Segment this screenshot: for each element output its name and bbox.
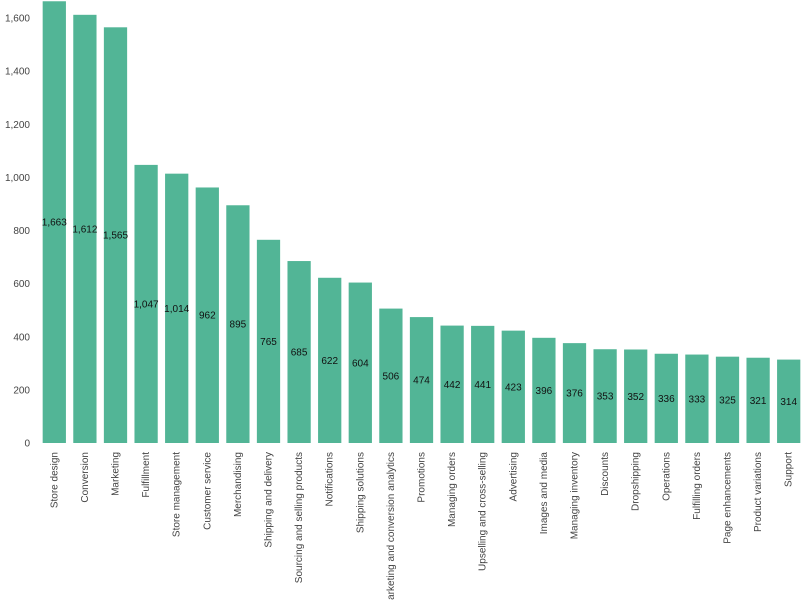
bar-value-label: 506 [383, 371, 400, 382]
bar [409, 317, 434, 443]
bar [685, 354, 709, 443]
y-tick-label: 0 [24, 439, 30, 450]
x-category-label: Store design [49, 452, 60, 508]
y-tick-label: 1,400 [5, 67, 30, 78]
bar-value-label: 1,663 [42, 218, 67, 229]
y-tick-label: 600 [13, 279, 30, 290]
y-tick-label: 200 [13, 385, 30, 396]
x-category-label: Merchandising [233, 452, 244, 517]
x-category-label: Upselling and cross-selling [478, 452, 489, 571]
bar [42, 1, 66, 444]
x-category-label: Managing orders [447, 452, 458, 527]
bar-value-label: 1,612 [72, 224, 97, 235]
bar [471, 325, 495, 443]
bar [256, 239, 281, 443]
bars [42, 1, 801, 444]
x-category-label: Store management [172, 452, 183, 537]
x-category-label: Page enhancements [723, 452, 734, 544]
x-category-label: Fulfilling orders [692, 452, 703, 520]
x-category-label: Conversion [80, 452, 91, 503]
bar [532, 337, 556, 443]
x-category-label: Marketing [111, 452, 122, 496]
bar [501, 330, 525, 443]
bar-value-label: 353 [597, 392, 614, 403]
x-category-label: Fulfillment [141, 452, 152, 498]
bar [318, 277, 342, 443]
bar [134, 164, 158, 443]
bar-value-label: 352 [627, 392, 644, 403]
bar [287, 261, 311, 443]
bar-value-label: 895 [230, 320, 247, 331]
x-category-label: Dropshipping [631, 452, 642, 511]
bar-value-label: 321 [750, 396, 767, 407]
x-category-label: Advertising [508, 452, 519, 501]
x-category-label: Shipping and delivery [264, 452, 275, 548]
bar-value-label: 423 [505, 382, 522, 393]
bar-value-label: 1,047 [134, 299, 159, 310]
bar-value-label: 376 [566, 389, 583, 400]
x-category-label: Notifications [325, 452, 336, 506]
bar [624, 349, 648, 443]
bar-value-label: 622 [321, 356, 338, 367]
x-category-label: Operations [661, 452, 672, 501]
bar-value-label: 314 [780, 397, 797, 408]
bar [379, 308, 403, 443]
y-tick-label: 800 [13, 226, 30, 237]
bar [226, 205, 250, 443]
bar-value-label: 765 [260, 337, 277, 348]
bar [440, 325, 464, 443]
x-category-label: Product variations [753, 452, 764, 532]
y-axis: 0 200 400 600 800 1,000 1,200 1,400 1,600 [5, 14, 30, 450]
x-category-label: Managing inventory [570, 452, 581, 539]
x-category-label: Sourcing and selling products [294, 452, 305, 583]
data-labels: 1,663 1,612 1,565 1,047 1,014 962 895 765 685 622… [42, 218, 798, 408]
bar-value-label: 604 [352, 358, 369, 369]
y-tick-label: 400 [13, 332, 30, 343]
x-category-label: Shipping solutions [355, 452, 366, 533]
bar [562, 343, 587, 444]
bar [103, 27, 128, 444]
bar [195, 187, 219, 443]
x-category-label: Marketing and conversion analytics [386, 452, 397, 600]
bar-value-label: 962 [199, 311, 216, 322]
bar-value-label: 441 [474, 380, 491, 391]
bar [593, 349, 617, 443]
bar [165, 173, 189, 443]
bar-value-label: 685 [291, 348, 308, 359]
x-category-label: Discounts [600, 452, 611, 496]
bar [715, 356, 740, 443]
x-category-label: Support [784, 452, 795, 487]
x-category-label: Promotions [417, 452, 428, 503]
bar [73, 14, 97, 444]
x-category-label: Images and media [539, 452, 550, 535]
bar [746, 357, 770, 443]
y-tick-label: 1,600 [5, 14, 30, 25]
bar-value-label: 325 [719, 395, 736, 406]
bar-value-label: 1,014 [164, 304, 189, 315]
bar [654, 353, 678, 443]
bar [348, 282, 372, 443]
bar-value-label: 396 [536, 386, 553, 397]
y-tick-label: 1,200 [5, 120, 30, 131]
x-category-label: Customer service [202, 452, 213, 530]
bar [777, 359, 801, 443]
bar-value-label: 333 [689, 394, 706, 405]
bar-value-label: 442 [444, 380, 461, 391]
y-tick-label: 1,000 [5, 173, 30, 184]
bar-value-label: 1,565 [103, 231, 128, 242]
bar-value-label: 336 [658, 394, 675, 405]
x-axis: Store design Conversion Marketing Fulfillme… [49, 452, 794, 600]
bar-value-label: 474 [413, 376, 430, 387]
